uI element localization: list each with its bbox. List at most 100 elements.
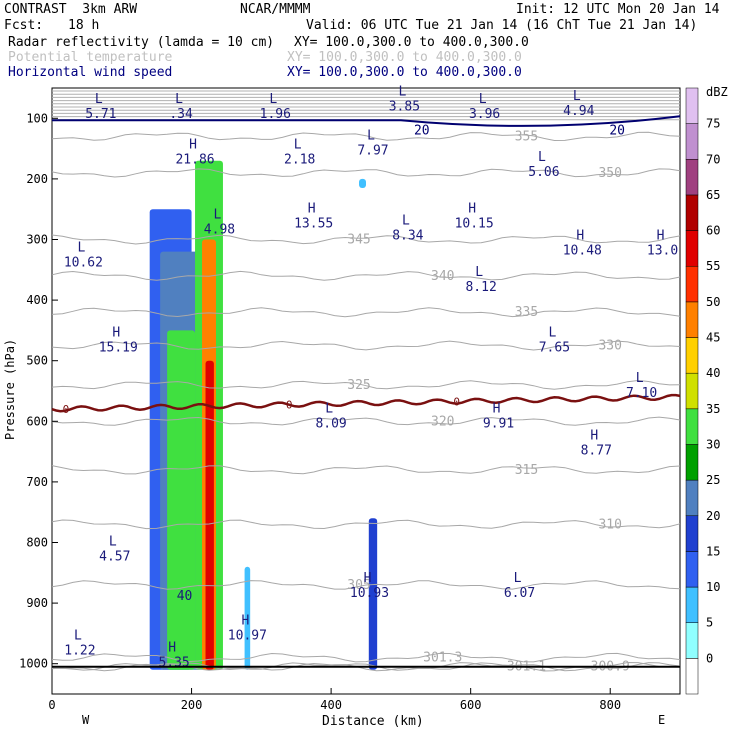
y-tick-label-600: 600	[26, 414, 48, 428]
extremum-type-0: L	[95, 92, 103, 107]
extremum-value-15: 13.0	[647, 244, 678, 259]
theta-contour-355	[51, 131, 681, 142]
field-reflectivity-xy: XY= 100.0,300.0 to 400.0,300.0	[294, 35, 529, 50]
extremum-value-9: 5.06	[528, 165, 559, 180]
colorbar-label-0: 0	[706, 651, 713, 665]
colorbar-swatch-2	[685, 586, 699, 623]
colorbar-swatch-5	[685, 479, 699, 517]
colorbar-swatch-1	[685, 622, 699, 659]
reflectivity-cell-2	[167, 330, 196, 670]
colorbar-label-50: 50	[706, 295, 720, 309]
extremum-value-27: 10.93	[350, 586, 389, 601]
theta-contour-340	[51, 270, 681, 281]
extremum-value-29: 5.35	[158, 656, 189, 671]
extremum-type-7: L	[294, 138, 302, 153]
colorbar-swatch-8	[685, 372, 699, 410]
colorbar-swatch-6	[685, 444, 699, 481]
colorbar-label-5: 5	[706, 616, 713, 630]
colorbar-swatch-0	[685, 658, 699, 695]
x-end-label-west: W	[82, 713, 90, 727]
theta-label-325: 325	[347, 378, 370, 393]
extremum-type-3: L	[398, 84, 406, 99]
wind-label-20-1: 20	[609, 123, 625, 138]
extremum-type-26: L	[514, 571, 522, 586]
extremum-value-13: 4.98	[204, 222, 235, 237]
extremum-value-11: 8.34	[392, 228, 423, 243]
extremum-type-6: H	[189, 138, 197, 153]
fcst-value: 18 h	[68, 18, 100, 33]
y-tick-label-800: 800	[26, 536, 48, 550]
theta-contour-350	[51, 168, 681, 178]
colorbar-label-35: 35	[706, 402, 720, 416]
extremum-type-22: H	[493, 401, 501, 416]
theta-label-310: 310	[598, 517, 621, 532]
extremum-value-0: 5.71	[85, 107, 116, 122]
reflectivity-cell-5	[205, 360, 214, 670]
colorbar-label-10: 10	[706, 580, 720, 594]
y-tick-label-400: 400	[26, 293, 48, 307]
extremum-type-8: L	[367, 129, 375, 144]
extremum-type-18: H	[112, 326, 120, 341]
y-tick-label-900: 900	[26, 596, 48, 610]
extremum-value-30: 40	[177, 589, 193, 604]
extremum-value-1: .34	[169, 107, 193, 122]
extremum-value-16: 10.62	[64, 256, 103, 271]
theta-contour-335	[51, 307, 681, 318]
colorbar-label-75: 75	[706, 117, 720, 131]
y-tick-label-200: 200	[26, 172, 48, 186]
freezing-level-label-1: 0	[286, 399, 293, 412]
theta-contour-301.3	[51, 652, 681, 663]
extremum-value-20: 7.10	[626, 386, 657, 401]
extremum-value-2: 1.96	[260, 107, 291, 122]
x-tick-label-0: 0	[48, 698, 55, 712]
plot-frame	[51, 87, 681, 695]
extremum-value-21: 8.09	[315, 416, 346, 431]
x-tick-label-400: 400	[320, 698, 342, 712]
theta-contour-330	[51, 340, 681, 351]
extremum-value-10: 13.55	[294, 216, 333, 231]
colorbar-swatch-16	[685, 87, 699, 124]
extremum-value-4: 3.96	[469, 107, 500, 122]
colorbar-label-65: 65	[706, 188, 720, 202]
fcst-label: Fcst:	[4, 18, 44, 33]
extremum-type-10: H	[308, 201, 316, 216]
wind-label-20-0: 20	[414, 123, 430, 138]
colorbar-swatch-3	[685, 551, 699, 588]
x-tick-label-600: 600	[460, 698, 482, 712]
theta-label-335: 335	[515, 305, 538, 320]
field-wind-xy: XY= 100.0,300.0 to 400.0,300.0	[287, 65, 522, 80]
extremum-type-14: H	[576, 229, 584, 244]
field-wind: Horizontal wind speed	[8, 65, 173, 80]
theta-label-315: 315	[515, 463, 538, 478]
extremum-value-26: 6.07	[504, 586, 535, 601]
extremum-type-21: L	[325, 401, 333, 416]
theta-label-305: 305	[347, 578, 370, 593]
y-axis-label: Pressure (hPa)	[3, 339, 17, 440]
colorbar-swatch-4	[685, 515, 699, 552]
extremum-type-11: L	[402, 213, 410, 228]
extremum-type-19: L	[548, 326, 556, 341]
extremum-type-28: H	[241, 613, 249, 628]
extremum-type-27: H	[364, 571, 372, 586]
reflectivity-cell-6	[244, 566, 251, 670]
extremum-value-18: 15.19	[99, 341, 138, 356]
theta-contour-345	[51, 234, 681, 245]
colorbar-label-15: 15	[706, 544, 720, 558]
wind-contour-20	[52, 115, 681, 127]
extremum-type-24: L	[109, 535, 117, 550]
colorbar-swatch-11	[685, 265, 699, 303]
theta-label-320: 320	[431, 414, 454, 429]
extremum-type-2: L	[269, 92, 277, 107]
theta-label-330: 330	[598, 339, 621, 354]
colorbar-swatch-12	[685, 230, 699, 267]
extremum-type-15: H	[657, 229, 665, 244]
extremum-type-1: L	[175, 92, 183, 107]
theta-contour-310	[51, 519, 681, 530]
colorbar-label-40: 40	[706, 366, 720, 380]
extremum-type-9: L	[538, 150, 546, 165]
y-tick-label-100: 100	[26, 111, 48, 125]
extremum-type-17: L	[475, 265, 483, 280]
reflectivity-cell-7	[368, 518, 378, 670]
colorbar-label-20: 20	[706, 509, 720, 523]
